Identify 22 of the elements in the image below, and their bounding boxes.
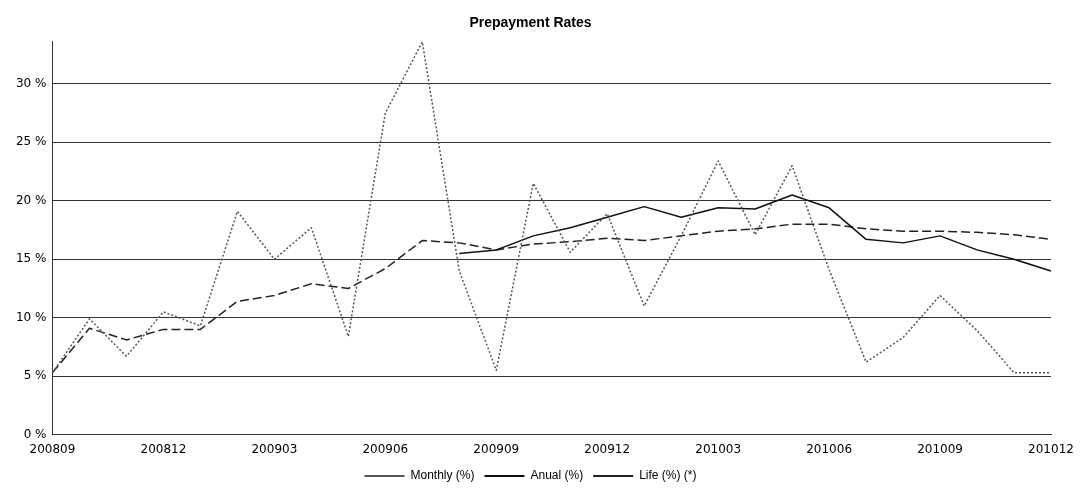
x-tick-label: 201012 xyxy=(1028,441,1074,456)
y-tick-label: 25 % xyxy=(15,134,47,149)
x-tick-label: 200812 xyxy=(140,441,187,456)
x-tick-label: 200906 xyxy=(362,441,409,456)
legend-label: Life (%) (*) xyxy=(639,468,697,483)
x-tick-label: 200909 xyxy=(473,441,520,456)
x-tick-label: 200903 xyxy=(251,441,298,456)
line-series xyxy=(51,41,1052,374)
x-tick-label: 200809 xyxy=(29,441,76,456)
y-tick-label: 10 % xyxy=(15,309,47,324)
x-tick-label: 201006 xyxy=(806,441,853,456)
y-tick-label: 30 % xyxy=(15,76,47,91)
y-tick-label: 20 % xyxy=(15,192,47,207)
x-tick-label: 201003 xyxy=(695,441,742,456)
y-tick-label: 5 % xyxy=(23,368,47,383)
legend-label: Anual (%) xyxy=(530,468,584,483)
legend-label: Monthly (%) xyxy=(410,468,475,483)
y-tick-label: 15 % xyxy=(15,251,47,266)
chart-title: Prepayment Rates xyxy=(469,14,592,31)
x-tick-label: 200912 xyxy=(584,441,631,456)
y-tick-label: 0 % xyxy=(23,426,47,441)
x-tick-label: 201009 xyxy=(917,441,963,456)
